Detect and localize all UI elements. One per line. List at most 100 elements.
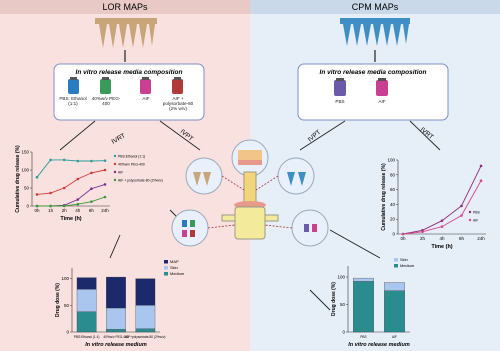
data-point — [76, 159, 80, 163]
legend-marker — [468, 218, 472, 222]
x-tick-label: 4h — [439, 236, 445, 241]
data-point — [49, 204, 52, 208]
x-tick-label: 40%w/v PEG-400 — [103, 335, 128, 339]
data-point — [35, 175, 39, 179]
medium-label: PBS: Ethanol (1:1) — [59, 96, 87, 107]
data-point — [460, 204, 463, 208]
y-axis-label: Cumulative drug release (%) — [381, 163, 387, 231]
y-tick-label: 50 — [24, 186, 30, 191]
x-tick-label: 2h — [62, 208, 68, 213]
legend-label: 40%w/v PEG-400 — [118, 162, 145, 166]
left-media-box — [53, 63, 205, 121]
y-tick-label: 80 — [390, 172, 396, 177]
y-tick-label: 0 — [26, 204, 29, 209]
bar-segment — [106, 276, 126, 309]
y-tick-label: 0 — [392, 232, 395, 237]
data-point — [35, 193, 39, 196]
left-header: LOR MAPs — [102, 2, 148, 12]
legend-marker — [394, 264, 398, 268]
left-media-title: In vitro release media composition — [76, 69, 183, 76]
x-axis-label: In vitro release medium — [85, 342, 147, 348]
legend-label: AIF + polysorbate-80 (2%w/v) — [118, 178, 163, 182]
bar-segment — [135, 278, 156, 306]
y-tick-label: 50 — [340, 302, 346, 307]
franz-cell — [171, 139, 329, 247]
lor-map — [95, 18, 157, 48]
medium-label: AIF + polysorbate-80 (2% w/v) — [162, 96, 194, 112]
x-tick-label: 0h — [34, 208, 40, 213]
legend-marker — [164, 266, 168, 270]
data-point — [90, 187, 93, 191]
right-media-title: In vitro release media composition — [320, 69, 427, 76]
y-tick-label: 150 — [21, 150, 29, 155]
right-media-box — [297, 63, 449, 121]
y-tick-label: 20 — [390, 217, 396, 222]
legend-marker — [164, 260, 168, 264]
data-point — [35, 204, 39, 208]
legend-marker — [394, 258, 398, 262]
y-axis-label: Drug dose (%) — [55, 283, 61, 317]
bar-segment — [106, 329, 126, 333]
y-axis-label: Cumulative drug release (%) — [15, 145, 21, 213]
legend-marker — [113, 162, 117, 166]
data-point — [76, 202, 80, 206]
data-point — [49, 191, 52, 195]
bar-segment — [353, 277, 374, 282]
data-point — [103, 195, 107, 199]
y-tick-label: 100 — [61, 276, 69, 281]
x-tick-label: PBS — [360, 335, 366, 339]
x-axis-label: Time (h) — [60, 216, 81, 222]
bar-segment — [76, 289, 97, 312]
x-tick-label: 24h — [477, 236, 485, 241]
y-tick-label: 60 — [390, 187, 396, 192]
data-point — [90, 159, 93, 163]
bar-segment — [76, 311, 97, 333]
x-tick-label: 4h — [75, 208, 81, 213]
x-tick-label: 8h — [459, 236, 465, 241]
right-header: CPM MAPs — [352, 2, 399, 12]
x-tick-label: 2h — [420, 236, 426, 241]
data-point — [62, 204, 66, 208]
data-point — [440, 225, 444, 228]
medium-label: AIF — [142, 96, 150, 101]
y-tick-label: 100 — [387, 158, 395, 163]
bar-segment — [384, 282, 405, 291]
data-point — [460, 214, 463, 217]
bar-segment — [135, 328, 156, 333]
bar-segment — [76, 277, 97, 290]
y-axis-label: Drug dose (%) — [331, 282, 337, 316]
y-tick-label: 50 — [64, 303, 70, 308]
x-tick-label: 0h — [400, 236, 406, 241]
data-point — [401, 232, 405, 236]
bar-segment — [106, 307, 126, 330]
legend-marker — [113, 170, 117, 174]
legend-label: Skin — [170, 265, 178, 270]
bottles — [68, 77, 388, 96]
bar-segment — [384, 290, 405, 333]
y-tick-label: 0 — [66, 330, 69, 335]
data-point — [62, 186, 66, 190]
legend-marker — [164, 272, 168, 276]
medium-label: AIF — [378, 99, 386, 104]
y-tick-label: 40 — [390, 202, 396, 207]
data-point — [479, 179, 483, 183]
legend-label: AIF — [473, 218, 478, 222]
data-point — [479, 164, 483, 168]
bar-segment — [135, 305, 156, 329]
data-point — [90, 171, 93, 175]
data-point — [76, 177, 80, 181]
legend-marker — [113, 178, 117, 182]
data-point — [49, 158, 52, 162]
bar-segment — [353, 281, 374, 333]
data-point — [440, 219, 444, 222]
left-header-bar — [0, 0, 250, 14]
legend-label: AIF — [118, 170, 123, 174]
right-header-bar — [250, 0, 500, 14]
y-tick-label: 0 — [342, 330, 345, 335]
medium-label: PBS — [335, 99, 345, 104]
legend-label: Skin — [400, 257, 408, 262]
x-tick-label: AIF+polysorbate-80 (2%w/v) — [125, 335, 165, 339]
legend-label: Medium — [170, 271, 185, 276]
